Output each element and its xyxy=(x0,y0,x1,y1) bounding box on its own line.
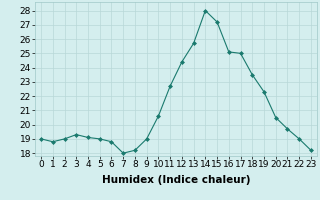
X-axis label: Humidex (Indice chaleur): Humidex (Indice chaleur) xyxy=(102,175,250,185)
